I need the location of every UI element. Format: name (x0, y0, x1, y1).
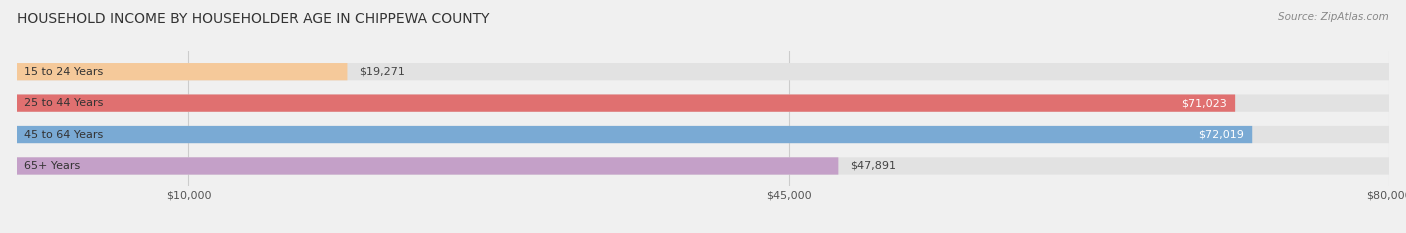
FancyBboxPatch shape (17, 63, 1389, 80)
Text: 45 to 64 Years: 45 to 64 Years (24, 130, 103, 140)
FancyBboxPatch shape (17, 126, 1389, 143)
FancyBboxPatch shape (17, 126, 1253, 143)
Text: $71,023: $71,023 (1181, 98, 1226, 108)
Text: HOUSEHOLD INCOME BY HOUSEHOLDER AGE IN CHIPPEWA COUNTY: HOUSEHOLD INCOME BY HOUSEHOLDER AGE IN C… (17, 12, 489, 26)
Text: 65+ Years: 65+ Years (24, 161, 80, 171)
FancyBboxPatch shape (17, 157, 838, 175)
Text: $19,271: $19,271 (360, 67, 405, 77)
FancyBboxPatch shape (17, 94, 1389, 112)
Text: $72,019: $72,019 (1198, 130, 1244, 140)
Text: 25 to 44 Years: 25 to 44 Years (24, 98, 103, 108)
Text: 15 to 24 Years: 15 to 24 Years (24, 67, 103, 77)
FancyBboxPatch shape (17, 63, 347, 80)
Text: $47,891: $47,891 (851, 161, 897, 171)
Text: Source: ZipAtlas.com: Source: ZipAtlas.com (1278, 12, 1389, 22)
FancyBboxPatch shape (17, 157, 1389, 175)
FancyBboxPatch shape (17, 94, 1234, 112)
